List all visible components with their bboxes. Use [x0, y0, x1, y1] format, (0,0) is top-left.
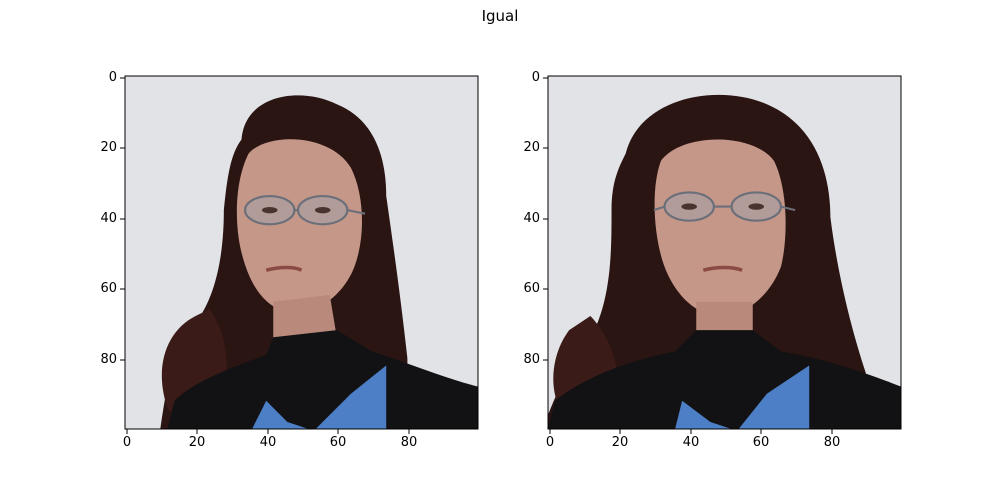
left-xtick-20: 20 — [188, 435, 206, 450]
right-xtick-20: 20 — [611, 435, 629, 450]
neck — [273, 294, 337, 345]
right-ytick-60: 60 — [523, 281, 540, 296]
portrait-image-right — [548, 76, 901, 429]
left-xtick-80: 80 — [400, 435, 418, 450]
right-xtick-60: 60 — [752, 435, 770, 450]
left-xtick-60: 60 — [329, 435, 347, 450]
right-ytick-80: 80 — [523, 352, 540, 367]
left-ytick-60: 60 — [100, 281, 117, 296]
figure-title: Igual — [481, 7, 519, 25]
left-xtick-0: 0 — [122, 435, 132, 450]
right-xtick-80: 80 — [823, 435, 841, 450]
shirt-collar-left — [675, 400, 732, 429]
left-ytick-0: 0 — [108, 70, 117, 85]
sweater — [167, 330, 479, 429]
face — [654, 139, 786, 317]
shirt-collar-right — [738, 365, 810, 429]
left-image-panel — [120, 75, 479, 434]
right-image-panel — [543, 75, 902, 434]
right-ytick-0: 0 — [531, 70, 540, 85]
right-ytick-20: 20 — [523, 140, 540, 155]
right-xtick-0: 0 — [545, 435, 555, 450]
mouth — [702, 265, 743, 272]
portrait-image-left — [125, 76, 479, 429]
left-ytick-80: 80 — [100, 352, 117, 367]
left-xtick-40: 40 — [259, 435, 277, 450]
mouth — [265, 265, 303, 272]
left-ytick-40: 40 — [100, 211, 117, 226]
right-axes-frame — [543, 75, 902, 434]
shirt-collar-right — [315, 365, 387, 429]
sweater — [548, 330, 901, 429]
left-ytick-20: 20 — [100, 140, 117, 155]
right-ytick-40: 40 — [523, 211, 540, 226]
neck — [696, 301, 753, 338]
left-axes-frame — [120, 75, 479, 434]
right-xtick-40: 40 — [682, 435, 700, 450]
